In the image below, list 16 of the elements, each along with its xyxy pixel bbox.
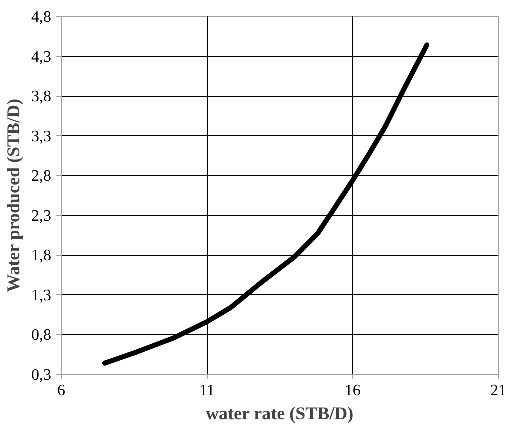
y-tick-label: 3,3 xyxy=(32,128,52,146)
y-tick-label: 4,3 xyxy=(32,48,52,66)
x-tick-label: 21 xyxy=(490,382,506,400)
x-axis-title: water rate (STB/D) xyxy=(206,404,354,424)
x-tick-label: 11 xyxy=(199,382,215,400)
x-tick-label: 6 xyxy=(58,382,66,400)
y-tick-label: 0,8 xyxy=(32,327,52,344)
y-tick-label: 0,3 xyxy=(32,367,52,384)
y-axis-title: Water produced (STB/D) xyxy=(4,98,24,292)
y-tick-label: 2,3 xyxy=(32,208,52,225)
y-tick-label: 1,3 xyxy=(32,287,52,304)
y-tick-label: 2,8 xyxy=(32,168,52,186)
x-tick-label: 16 xyxy=(344,382,361,400)
y-tick-label: 3,8 xyxy=(32,88,52,106)
y-tick-label: 4,8 xyxy=(32,9,52,26)
y-tick-label: 1,8 xyxy=(32,248,52,265)
